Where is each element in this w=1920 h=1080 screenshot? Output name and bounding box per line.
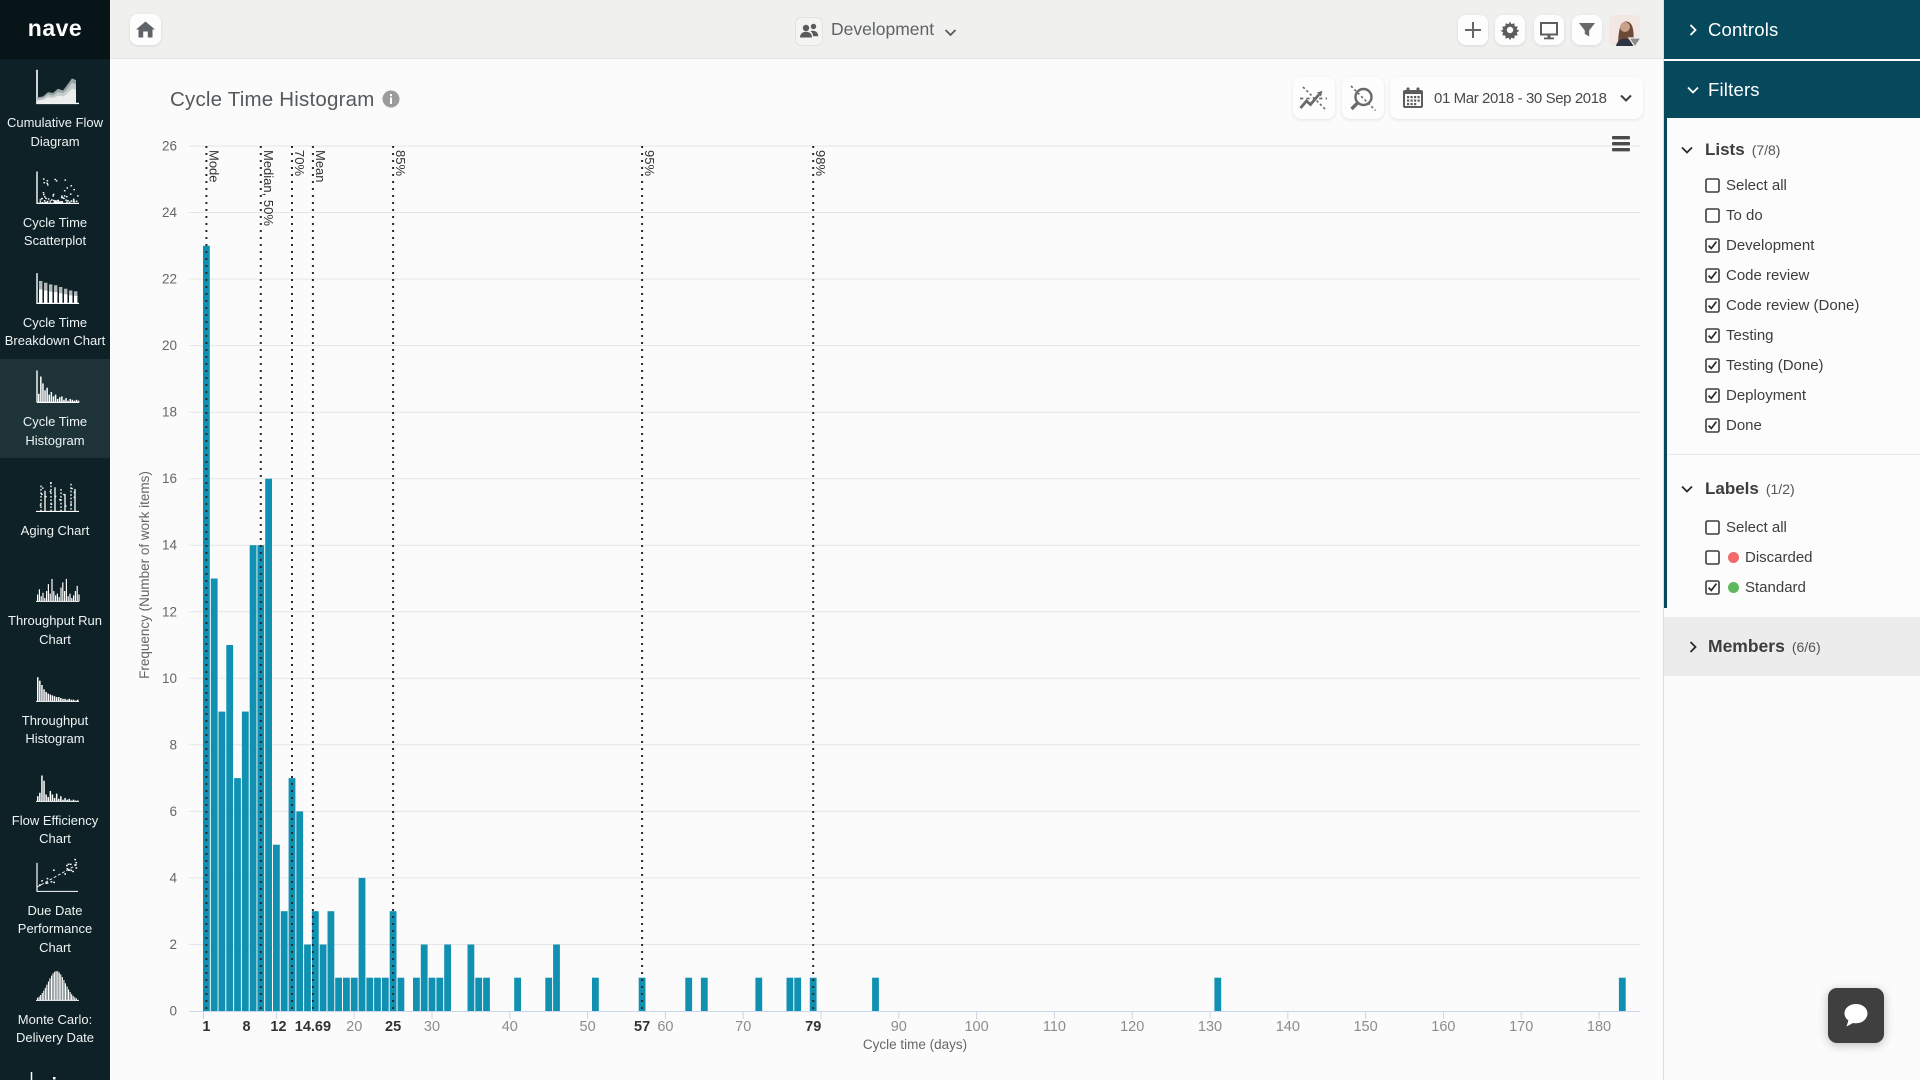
svg-text:20: 20 xyxy=(162,338,177,353)
svg-text:8: 8 xyxy=(242,1019,250,1035)
svg-text:140: 140 xyxy=(1276,1019,1300,1035)
svg-text:6: 6 xyxy=(169,804,177,819)
svg-text:180: 180 xyxy=(1587,1019,1611,1035)
svg-text:26: 26 xyxy=(162,139,177,154)
svg-text:2: 2 xyxy=(169,937,177,952)
svg-text:20: 20 xyxy=(346,1019,362,1035)
svg-text:160: 160 xyxy=(1431,1019,1455,1035)
svg-text:98%: 98% xyxy=(813,150,828,176)
svg-text:100: 100 xyxy=(964,1019,988,1035)
svg-text:10: 10 xyxy=(162,671,177,686)
svg-text:Mean: Mean xyxy=(313,150,328,183)
svg-text:8: 8 xyxy=(169,737,177,752)
svg-text:130: 130 xyxy=(1198,1019,1222,1035)
svg-text:120: 120 xyxy=(1120,1019,1144,1035)
svg-text:Frequency (Number of work item: Frequency (Number of work items) xyxy=(137,471,152,679)
svg-text:50: 50 xyxy=(580,1019,596,1035)
svg-text:170: 170 xyxy=(1509,1019,1533,1035)
svg-text:Cycle time (days): Cycle time (days) xyxy=(863,1037,967,1052)
svg-text:4: 4 xyxy=(169,870,177,885)
svg-text:0: 0 xyxy=(169,1004,177,1019)
svg-text:18: 18 xyxy=(162,405,177,420)
svg-text:90: 90 xyxy=(891,1019,907,1035)
svg-text:14: 14 xyxy=(162,538,178,553)
svg-text:1: 1 xyxy=(202,1019,210,1035)
svg-text:25: 25 xyxy=(385,1019,401,1035)
svg-text:70: 70 xyxy=(735,1019,751,1035)
svg-text:85%: 85% xyxy=(393,150,408,176)
svg-text:Median, 50%: Median, 50% xyxy=(261,150,276,226)
svg-text:Mode: Mode xyxy=(206,150,221,183)
svg-text:110: 110 xyxy=(1043,1019,1066,1035)
svg-text:30: 30 xyxy=(424,1019,440,1035)
svg-text:14.69: 14.69 xyxy=(295,1019,331,1035)
svg-text:60: 60 xyxy=(657,1019,673,1035)
svg-text:57: 57 xyxy=(634,1019,650,1035)
svg-text:150: 150 xyxy=(1353,1019,1377,1035)
svg-text:40: 40 xyxy=(502,1019,518,1035)
svg-text:22: 22 xyxy=(162,272,177,287)
svg-text:79: 79 xyxy=(805,1019,821,1035)
svg-text:12: 12 xyxy=(162,604,177,619)
svg-text:70%: 70% xyxy=(292,150,307,176)
svg-text:24: 24 xyxy=(162,205,178,220)
svg-text:12: 12 xyxy=(270,1019,286,1035)
svg-text:16: 16 xyxy=(162,471,177,486)
svg-text:95%: 95% xyxy=(642,150,657,176)
